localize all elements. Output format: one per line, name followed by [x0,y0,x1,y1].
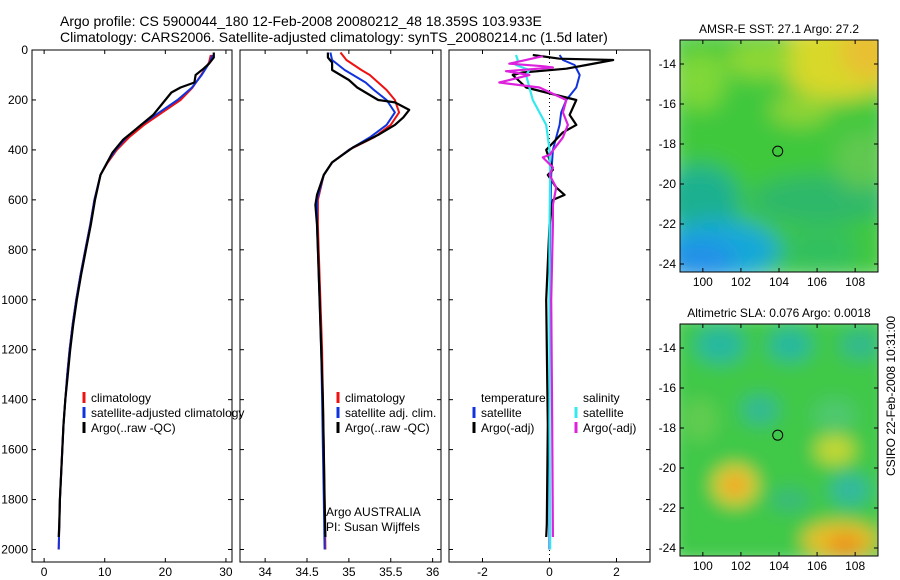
figure-title-line-2: Climatology: CARS2006. Satellite-adjuste… [60,29,608,45]
sst_map-xtick-label: 104 [769,275,789,289]
sst_map-xtick-label: 100 [693,275,713,289]
depth-tick-label: 200 [8,93,28,107]
sst_map-ytick-label: -24 [659,257,677,271]
difference-legend-temperature-label: Argo(-adj) [481,421,534,435]
temperature-frame [31,49,233,563]
sla_map-ytick-label: -24 [659,541,677,555]
figure-title-line-1: Argo profile: CS 5900044_180 12-Feb-2008… [60,13,542,29]
sst_map-ytick-label: -20 [659,177,677,191]
depth-tick-label: 1200 [1,343,28,357]
difference-legend-temperature-label: temperature [481,391,546,405]
depth-tick-label: 2000 [1,543,28,557]
depth-tick-label: 800 [8,243,28,257]
difference-legend-temperature-label: satellite [481,406,522,420]
sla_map-float-marker [772,429,784,441]
salinity-legend-label: climatology [345,391,405,405]
sst-map [680,40,878,272]
difference-frame [448,49,651,563]
sla_map-xtick-label: 104 [769,559,789,573]
sla_map-ytick-label: -14 [659,341,677,355]
sst_map-float-marker [772,145,784,157]
sst_map-ytick-label: -14 [659,57,677,71]
difference-series-salinity-satellite [514,54,552,550]
difference-legend-salinity-label: Argo(-adj) [583,421,636,435]
temperature-xtick-label: 10 [98,565,112,579]
sla-map-title: Altimetric SLA: 0.076 Argo: 0.0018 [687,306,871,320]
chart-elements: 0 10 20 30020040060080010001200140016001800… [1,40,878,580]
depth-tick-label: 1000 [1,293,28,307]
temperature-xtick-label: 20 [159,565,173,579]
sla-map [680,324,878,556]
sla_map-xtick-label: 108 [845,559,865,573]
difference-legend-salinity-label: satellite [583,406,624,420]
side-label: CSIRO 22-Feb-2008 10:31:00 [884,316,898,476]
temperature-series-climatology [57,54,212,550]
sst_map-ytick-label: -18 [659,137,677,151]
annotation-line-1: Argo AUSTRALIA [326,505,421,519]
difference-xtick-label: -2 [477,565,488,579]
annotation-line-2: PI: Susan Wijffels [326,520,420,534]
sst_map-xtick-label: 108 [845,275,865,289]
salinity-series-argo-raw-qc- [314,52,411,538]
sst_map-ytick-label: -22 [659,217,677,231]
depth-tick-label: 1800 [1,493,28,507]
depth-tick-label: 1400 [1,393,28,407]
sla_map-ytick-label: -22 [659,501,677,515]
salinity-xtick-label: 36 [426,565,440,579]
depth-tick-label: 1600 [1,443,28,457]
depth-tick-label: 0 [21,43,28,57]
sst_map-xtick-label: 106 [807,275,827,289]
salinity-series-climatology [316,51,401,550]
sla_map-xtick-label: 102 [731,559,751,573]
temperature-legend-label: Argo(..raw -QC) [91,421,176,435]
sla_map-ytick-label: -20 [659,461,677,475]
temperature-series-satellite-adjusted-climatology [57,54,214,550]
salinity-frame [239,49,442,563]
salinity-xtick-label: 35.5 [379,565,403,579]
depth-tick-label: 400 [8,143,28,157]
temperature-legend-label: satellite-adjusted climatology [91,406,244,420]
sst-map-title: AMSR-E SST: 27.1 Argo: 27.2 [699,22,859,36]
sla_map-xtick-label: 106 [807,559,827,573]
depth-tick-label: 600 [8,193,28,207]
difference-xtick-label: 2 [613,565,620,579]
sla_map-ytick-label: -16 [659,381,677,395]
salinity-xtick-label: 34.5 [295,565,319,579]
difference-legend-salinity-label: salinity [583,391,620,405]
difference-series-temperature-argo-adj- [511,53,615,538]
salinity-xtick-label: 34 [258,565,272,579]
temperature-xtick-label: 0 [41,565,48,579]
difference-xtick-label: 0 [546,565,553,579]
salinity-legend-label: Argo(..raw -QC) [345,421,430,435]
sla-map-frame [679,323,879,557]
sst-map-frame [679,39,879,273]
sst_map-ytick-label: -16 [659,97,677,111]
salinity-legend-label: satellite adj. clim. [345,406,436,420]
sla_map-xtick-label: 100 [693,559,713,573]
temperature-xtick-label: 30 [219,565,233,579]
salinity-xtick-label: 35 [342,565,356,579]
difference-series-salinity-argo-adj- [498,55,569,538]
sla_map-ytick-label: -18 [659,421,677,435]
temperature-series-argo-raw-qc- [57,52,215,538]
sst_map-xtick-label: 102 [731,275,751,289]
salinity-series-satellite-adj-clim- [316,52,396,550]
difference-series-temperature-satellite [548,54,581,550]
temperature-legend-label: climatology [91,391,151,405]
